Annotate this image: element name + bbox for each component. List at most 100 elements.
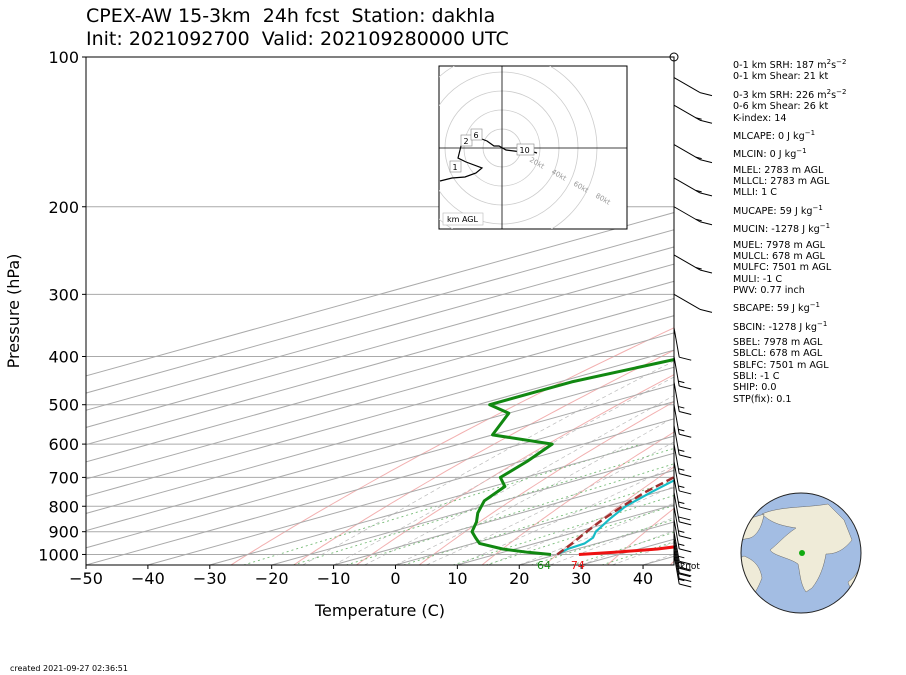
parameter-line: MLEL: 2783 m AGL <box>733 165 846 176</box>
mixing-ratio-line <box>346 463 674 565</box>
parameter-superscript: −1 <box>804 128 816 137</box>
wind-barb-half-flag <box>678 468 685 471</box>
x-tick-label: 20 <box>509 569 529 588</box>
parameter-line: MULI: -1 C <box>733 274 846 285</box>
wind-barb-half-flag <box>695 189 702 193</box>
parameter-text: 0-6 km Shear: 26 kt <box>733 101 829 113</box>
x-tick-label: −40 <box>131 569 165 588</box>
globe-outline <box>740 492 862 614</box>
wind-barb-half-flag <box>678 555 685 559</box>
wind-barb <box>673 404 692 438</box>
parameter-line: 0-6 km Shear: 26 kt <box>733 101 846 112</box>
wind-barb-flag <box>679 411 692 415</box>
isotherm <box>86 246 674 411</box>
wind-barb <box>673 506 692 540</box>
wind-barb-half-flag <box>678 449 685 452</box>
parameter-line: MLCIN: 0 J kg−1 <box>733 146 846 160</box>
wind-barb <box>673 554 692 588</box>
wind-barb-flag <box>699 308 713 313</box>
dry-adiabat <box>859 57 906 565</box>
hodograph-height-label: 2 <box>464 137 469 146</box>
parameter-superscript: −2 <box>836 87 847 96</box>
isotherm <box>86 332 674 497</box>
parameter-text: SBLI: -1 C <box>733 371 780 383</box>
globe-land-africa-europe <box>761 503 853 593</box>
station-marker <box>799 550 805 556</box>
isotherm <box>86 263 674 428</box>
wind-barb-flag <box>679 578 692 583</box>
parameter-text: K-index: 14 <box>733 112 787 124</box>
wind-barb <box>673 537 692 571</box>
wind-barb <box>673 293 713 313</box>
isotherm <box>147 418 674 565</box>
hodograph-height-label: 1 <box>453 163 458 172</box>
x-tick-label: 10 <box>447 569 467 588</box>
wind-barb-flag <box>679 356 692 361</box>
wind-barb-flag <box>679 560 692 565</box>
wind-barb-half-flag <box>678 406 685 409</box>
parameter-superscript: −1 <box>796 147 807 156</box>
y-axis-label: Pressure (hPa) <box>4 254 23 369</box>
wind-barb <box>673 531 692 565</box>
parameter-text: MULFC: 7501 m AGL <box>733 262 832 274</box>
parameter-unit: s <box>831 89 837 101</box>
wind-barb-flag <box>699 119 713 124</box>
plot-frame <box>85 56 675 566</box>
parameter-line: 0-1 km Shear: 21 kt <box>733 71 846 82</box>
isotherm <box>209 435 674 565</box>
wind-barb-half-flag <box>678 380 685 384</box>
hodograph-height-box <box>516 143 535 156</box>
y-tick-label: 100 <box>48 48 79 67</box>
wind-barb-flag <box>679 385 692 390</box>
parameter-line: MUCAPE: 59 J kg−1 <box>733 203 846 217</box>
parameter-unit: s <box>831 60 837 72</box>
wind-barb-half-flag <box>678 543 685 546</box>
calm-wind-circle <box>669 52 679 62</box>
wind-barb-half-flag <box>678 530 685 533</box>
wind-barb <box>673 519 692 553</box>
x-tick-label: −20 <box>255 569 289 588</box>
wind-barb-half-flag <box>695 156 702 160</box>
hodograph-caption-box <box>442 212 484 226</box>
globe-locator-map <box>740 492 862 614</box>
dry-adiabat <box>293 349 674 565</box>
isotherm <box>271 452 674 565</box>
wind-barb <box>673 327 692 361</box>
parameter-line: MLLCL: 2783 m AGL <box>733 176 846 187</box>
parameter-text: MLLI: 1 C <box>733 187 777 199</box>
wind-barb-half-flag <box>695 266 702 270</box>
isotherm <box>86 212 674 377</box>
wind-barb-staff <box>673 327 680 358</box>
wind-barb-flag <box>699 92 713 97</box>
parameter-superscript: −2 <box>836 58 847 66</box>
wind-barb <box>673 177 713 197</box>
wind-barb <box>673 492 692 526</box>
wind-barb-half-flag <box>678 428 685 432</box>
isotherm <box>86 366 674 532</box>
parameter-text: MLEL: 2783 m AGL <box>733 164 824 176</box>
wind-barb-flag <box>679 566 692 571</box>
parameter-line: SBCIN: -1278 J kg−1 <box>733 319 846 333</box>
y-tick-label: 300 <box>48 285 79 304</box>
parameter-text: SBLCL: 678 m AGL <box>733 348 823 360</box>
parameter-text: SBCIN: -1278 J kg <box>733 321 817 333</box>
parameter-line: K-index: 14 <box>733 113 846 124</box>
parameter-line: 0-3 km SRH: 226 m2s−2 <box>733 87 846 101</box>
surface-temperature-label: 74 <box>571 559 585 572</box>
wind-barb-flag <box>679 490 692 495</box>
wind-barb <box>673 543 692 577</box>
axes: −50 −40 −30 −20 −10 0 10 20 30 40 100 200 300 400 500 6… <box>38 48 653 588</box>
wind-barb <box>673 381 692 415</box>
parameter-line: SBCAPE: 59 J kg−1 <box>733 300 846 314</box>
wind-barb-half-flag <box>678 501 685 505</box>
parameter-line: SBLI: -1 C <box>733 371 846 382</box>
parameter-line: STP(fix): 0.1 <box>733 394 846 405</box>
dry-adiabat <box>481 431 674 565</box>
parameter-text: MUEL: 7978 m AGL <box>733 239 826 251</box>
parameter-line: MLCAPE: 0 J kg−1 <box>733 128 846 142</box>
wind-barb <box>673 356 692 390</box>
parameter-line: MLLI: 1 C <box>733 187 846 198</box>
wind-barb-flag <box>679 572 692 577</box>
